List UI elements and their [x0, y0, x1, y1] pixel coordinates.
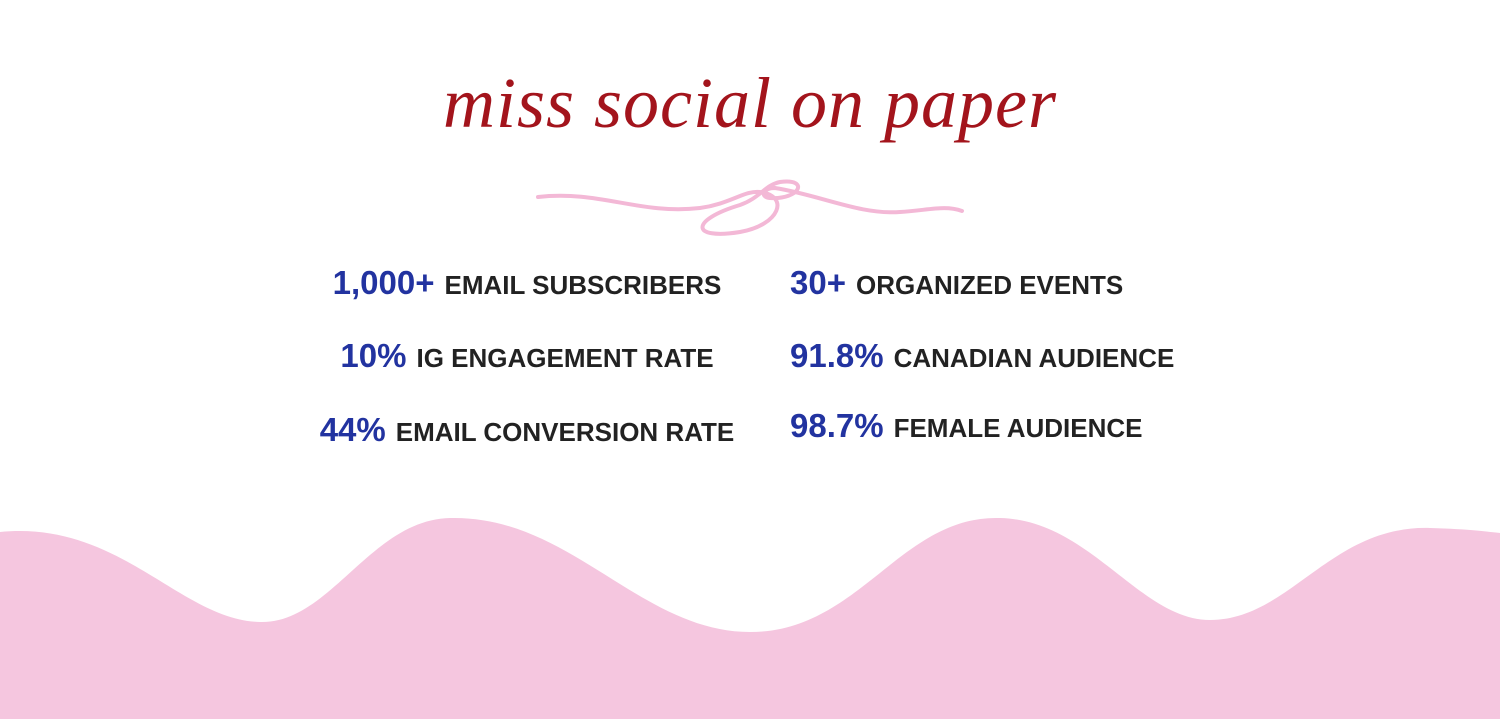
stat-number: 10% [340, 337, 407, 374]
stat: 91.8% CANADIAN AUDIENCE [790, 336, 1290, 376]
stat-label: ORGANIZED EVENTS [855, 270, 1124, 300]
stat-label: EMAIL SUBSCRIBERS [444, 270, 722, 300]
stat-number: 44% [319, 411, 386, 448]
stat: 10% IG ENGAGEMENT RATE [290, 336, 764, 376]
stat-label: EMAIL CONVERSION RATE [395, 417, 735, 447]
stat: 1,000+ EMAIL SUBSCRIBERS [290, 263, 764, 303]
stat-number: 30+ [790, 264, 846, 301]
stat-number: 98.7% [790, 407, 884, 444]
stat: 44% EMAIL CONVERSION RATE [290, 410, 764, 450]
stat: 98.7% FEMALE AUDIENCE [790, 406, 1290, 446]
title: miss social on paper [443, 63, 1057, 143]
stat: 30+ ORGANIZED EVENTS [790, 263, 1290, 303]
stat-label: IG ENGAGEMENT RATE [416, 343, 714, 373]
stat-label: FEMALE AUDIENCE [893, 413, 1143, 443]
wave [0, 517, 1500, 719]
stat-number: 1,000+ [332, 264, 435, 301]
ribbon [536, 179, 964, 236]
stat-label: CANADIAN AUDIENCE [893, 343, 1175, 373]
stat-number: 91.8% [790, 337, 884, 374]
